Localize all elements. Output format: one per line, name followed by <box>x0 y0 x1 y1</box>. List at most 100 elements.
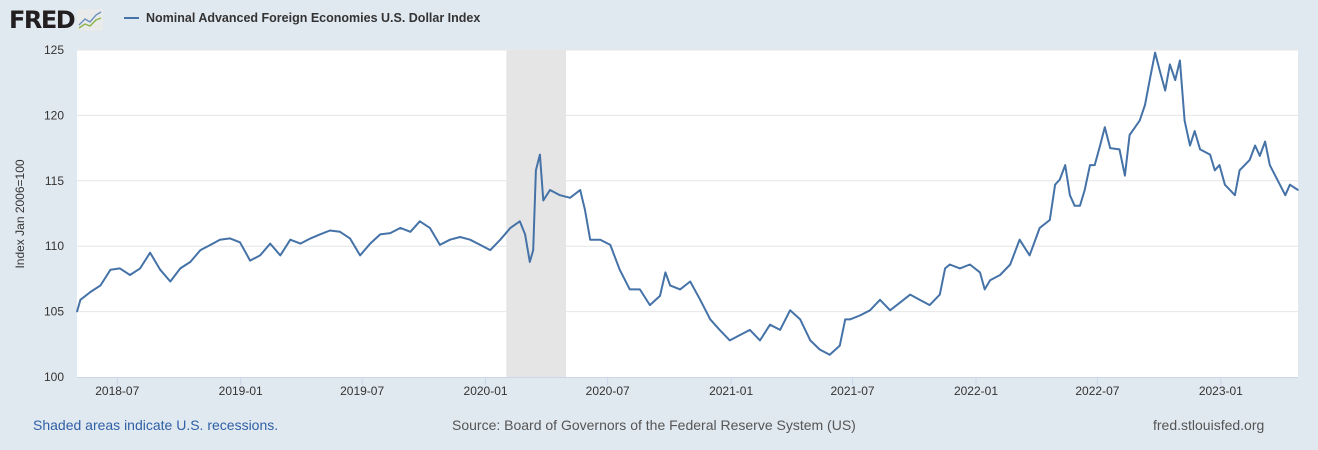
data-point <box>849 318 851 321</box>
data-point <box>109 268 112 271</box>
data-point <box>728 339 731 342</box>
data-point <box>529 261 531 263</box>
data-point <box>944 267 946 270</box>
data-point <box>828 353 831 356</box>
y-tick-label: 125 <box>44 43 64 57</box>
data-point <box>269 242 272 245</box>
x-tick-label: 2023-01 <box>1199 384 1243 398</box>
data-point <box>739 334 741 336</box>
data-point <box>969 263 971 266</box>
data-point <box>1264 140 1266 143</box>
data-point <box>618 268 621 271</box>
data-point <box>499 238 502 241</box>
x-tick-label: 2018-07 <box>95 384 139 398</box>
data-point <box>779 329 781 331</box>
data-point <box>1238 169 1241 172</box>
y-tick-label: 115 <box>45 174 64 188</box>
data-point <box>999 274 1001 276</box>
data-point <box>459 236 461 238</box>
data-point <box>79 299 82 301</box>
data-point <box>1083 189 1086 191</box>
y-axis-label: Index Jan 2006=100 <box>13 159 27 268</box>
data-point <box>229 237 231 240</box>
data-point <box>549 189 551 191</box>
data-point <box>1164 89 1166 92</box>
data-point <box>1118 148 1121 151</box>
source-text: Source: Board of Governors of the Federa… <box>452 417 856 433</box>
data-point <box>1099 144 1101 147</box>
x-tick-label: 2021-07 <box>831 384 875 398</box>
data-point <box>559 194 561 196</box>
data-point <box>1144 104 1146 106</box>
data-point <box>1254 144 1256 147</box>
y-tick-label: 120 <box>44 108 64 122</box>
data-point <box>189 261 192 263</box>
data-point <box>584 208 586 211</box>
data-point <box>89 291 92 293</box>
data-point <box>1234 194 1236 196</box>
data-point <box>1103 126 1106 128</box>
data-point <box>149 251 151 254</box>
data-point <box>889 309 891 312</box>
data-point <box>659 295 661 297</box>
data-point <box>879 299 881 301</box>
data-point <box>329 229 331 232</box>
data-point <box>1038 227 1041 229</box>
data-point <box>1214 169 1216 172</box>
data-point <box>1297 189 1299 191</box>
data-point <box>429 227 431 229</box>
data-point <box>518 220 521 223</box>
data-point <box>389 232 392 234</box>
data-point <box>1189 144 1191 147</box>
data-point <box>219 238 221 241</box>
data-point <box>129 274 131 276</box>
data-point <box>938 293 941 296</box>
data-point <box>983 288 986 291</box>
data-point <box>289 238 292 241</box>
graph-logo-icon <box>77 9 104 31</box>
data-point <box>1289 183 1291 186</box>
data-point <box>589 238 592 241</box>
data-point <box>1073 204 1076 207</box>
data-point <box>489 249 492 251</box>
data-point <box>309 237 312 240</box>
logo-text: FRED <box>9 6 76 34</box>
data-point <box>259 254 261 257</box>
x-tick-label: 2020-07 <box>586 384 630 398</box>
fred-logo[interactable]: FRED <box>9 6 104 34</box>
data-point <box>169 280 172 283</box>
data-point <box>918 299 921 301</box>
data-point <box>909 293 912 296</box>
data-point <box>359 254 361 257</box>
data-point <box>1009 263 1011 266</box>
data-point <box>718 329 721 331</box>
data-point <box>76 310 78 313</box>
data-point <box>1248 159 1251 161</box>
data-point <box>1224 183 1226 186</box>
data-point <box>1109 147 1111 149</box>
data-point <box>1284 194 1287 196</box>
data-point <box>579 189 581 191</box>
plot-area <box>77 50 1298 377</box>
site-link[interactable]: fred.stlouisfed.org <box>1153 417 1265 433</box>
data-point <box>989 279 991 282</box>
y-tick-label: 110 <box>45 239 64 253</box>
data-point <box>299 242 302 245</box>
data-point <box>679 288 681 291</box>
data-point <box>1274 174 1276 177</box>
data-point <box>709 318 712 321</box>
x-tick-label: 2020-01 <box>464 384 508 398</box>
data-point <box>159 268 161 271</box>
data-point <box>249 259 251 262</box>
recession-shade <box>506 50 567 377</box>
legend-label: Nominal Advanced Foreign Economies U.S. … <box>146 11 481 25</box>
data-point <box>838 344 841 347</box>
data-point <box>1218 164 1221 166</box>
data-point <box>199 249 202 251</box>
data-point <box>1158 70 1161 72</box>
recession-note-link[interactable]: Shaded areas indicate U.S. recessions. <box>33 417 279 433</box>
data-point <box>859 314 861 317</box>
data-point <box>1054 183 1056 186</box>
data-point <box>1124 174 1126 177</box>
